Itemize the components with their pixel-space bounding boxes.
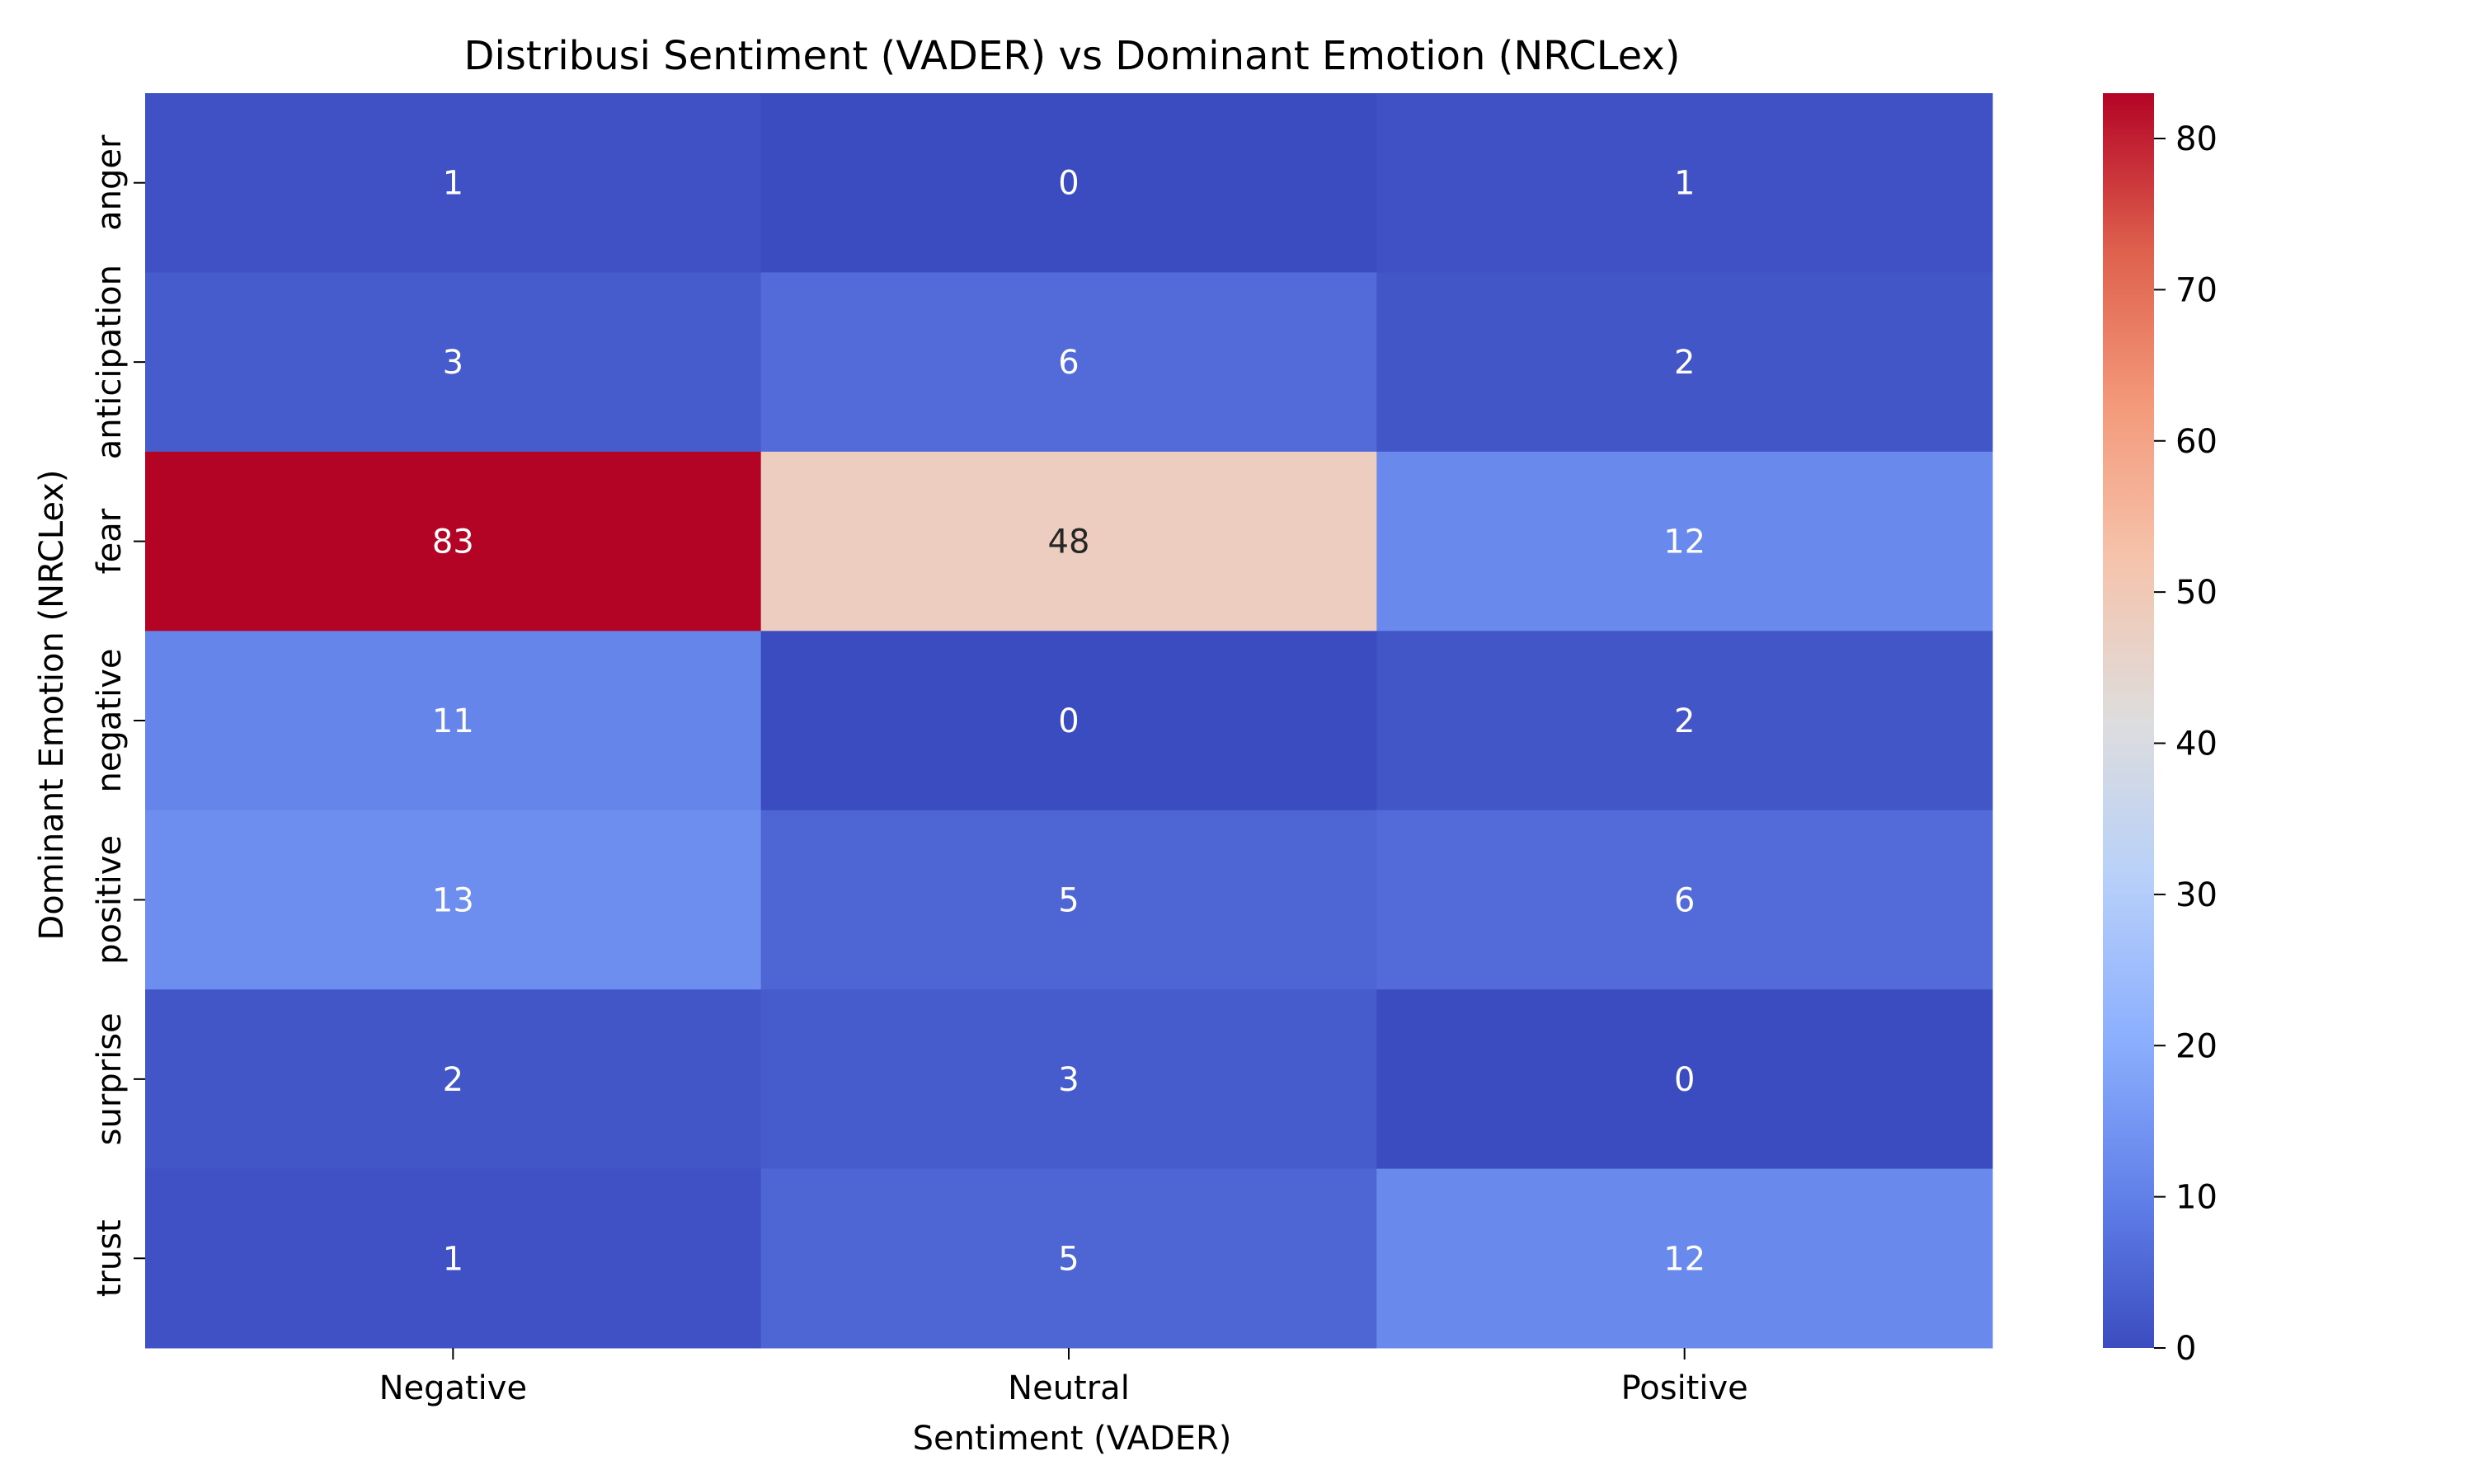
cell-value-label: 1 [443, 1240, 463, 1278]
heatmap-cell [145, 1168, 762, 1349]
y-tick-label: fear [91, 508, 129, 574]
y-tick-label: negative [91, 649, 129, 793]
cell-value-label: 12 [1663, 1240, 1705, 1278]
cell-value-label: 2 [1674, 344, 1695, 382]
heatmap-cell [760, 1168, 1377, 1349]
cell-value-label: 0 [1058, 702, 1079, 740]
cell-value-label: 3 [443, 344, 463, 382]
cell-value-label: 5 [1058, 1240, 1079, 1278]
heatmap-cell [760, 810, 1377, 990]
colorbar-tick-label: 50 [2175, 574, 2218, 612]
heatmap-cell [1376, 810, 1993, 990]
cell-value-label: 6 [1674, 881, 1695, 919]
heatmap-cell [760, 93, 1377, 273]
cell-value-label: 2 [443, 1061, 463, 1099]
y-tick-label: positive [91, 835, 129, 965]
cell-value-label: 11 [432, 702, 474, 740]
colorbar-tick-label: 30 [2175, 876, 2218, 914]
heatmap-cell [1376, 989, 1993, 1170]
colorbar-tick-label: 20 [2175, 1027, 2218, 1065]
heatmap-cell [1376, 93, 1993, 273]
cell-value-label: 1 [1674, 165, 1695, 203]
y-axis: anger anticipation fear negative positive sur… [91, 134, 145, 1297]
y-tick-label: surprise [91, 1012, 129, 1145]
heatmap-cell [1376, 631, 1993, 811]
cell-value-label: 13 [432, 881, 474, 919]
cell-value-label: 6 [1058, 344, 1079, 382]
heatmap-cell [1376, 1168, 1993, 1349]
colorbar-tick-label: 10 [2175, 1179, 2218, 1217]
cell-value-label: 3 [1058, 1061, 1079, 1099]
heatmap-cell [760, 272, 1377, 453]
cell-value-label: 2 [1674, 702, 1695, 740]
heatmap-cell [145, 631, 762, 811]
chart-title: Distribusi Sentiment (VADER) vs Dominant… [464, 33, 1681, 79]
colorbar [2103, 93, 2154, 1348]
colorbar-tick-label: 70 [2175, 271, 2218, 309]
colorbar-tick-label: 80 [2175, 120, 2218, 158]
cell-value-label: 0 [1674, 1061, 1695, 1099]
heatmap-cell [1376, 272, 1993, 453]
cell-value-label: 12 [1663, 524, 1705, 561]
x-tick-label: Positive [1621, 1369, 1748, 1407]
heatmap-cell [145, 272, 762, 453]
heatmap-cell [1376, 451, 1993, 632]
cell-value-label: 5 [1058, 881, 1079, 919]
colorbar-ticks: 0 10 20 30 40 50 60 70 80 [2154, 120, 2218, 1368]
y-tick-label: trust [91, 1219, 129, 1297]
heatmap-cell [145, 989, 762, 1170]
cell-value-label: 83 [432, 524, 474, 561]
x-axis: Negative Neutral Positive [379, 1348, 1748, 1407]
heatmap-cell [760, 631, 1377, 811]
heatmap-cells [145, 93, 1993, 1349]
cell-value-label: 1 [443, 165, 463, 203]
heatmap-cell [145, 93, 762, 273]
x-tick-label: Negative [379, 1369, 528, 1407]
x-tick-label: Neutral [1008, 1369, 1130, 1407]
y-axis-label: Dominant Emotion (NRCLex) [33, 469, 71, 940]
heatmap-cell [145, 451, 762, 632]
x-axis-label: Sentiment (VADER) [913, 1420, 1232, 1458]
colorbar-tick-label: 60 [2175, 423, 2218, 461]
heatmap-cell [760, 451, 1377, 632]
heatmap-cell [760, 989, 1377, 1170]
colorbar-tick-label: 40 [2175, 726, 2218, 763]
heatmap-cell [145, 810, 762, 990]
colorbar-tick-label: 0 [2175, 1330, 2196, 1368]
y-tick-label: anticipation [91, 265, 129, 459]
cell-value-label: 48 [1048, 524, 1090, 561]
y-tick-label: anger [91, 134, 129, 231]
cell-value-label: 0 [1058, 165, 1079, 203]
